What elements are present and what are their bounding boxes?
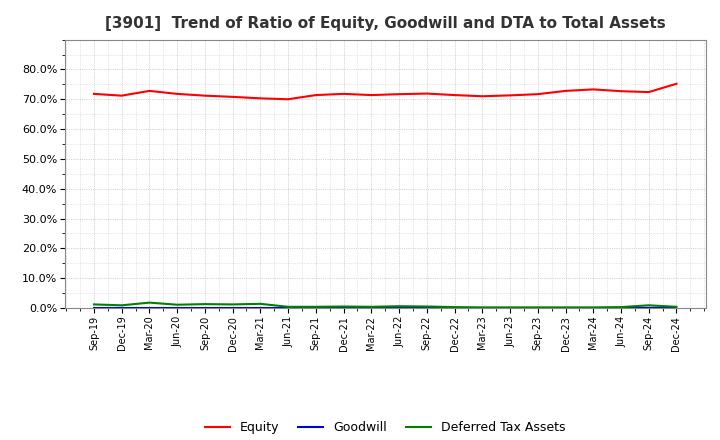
Deferred Tax Assets: [89, 302, 98, 307]
Goodwill: [117, 305, 126, 311]
Deferred Tax Assets: [478, 305, 487, 310]
Equity: [145, 88, 154, 94]
Equity: [173, 91, 181, 96]
Goodwill: [395, 305, 403, 311]
Goodwill: [616, 305, 625, 311]
Goodwill: [644, 305, 653, 311]
Deferred Tax Assets: [450, 304, 459, 310]
Goodwill: [672, 305, 681, 311]
Equity: [450, 92, 459, 98]
Deferred Tax Assets: [423, 304, 431, 309]
Equity: [367, 92, 376, 98]
Equity: [616, 88, 625, 94]
Deferred Tax Assets: [616, 304, 625, 310]
Equity: [201, 93, 210, 98]
Equity: [228, 94, 237, 99]
Equity: [339, 91, 348, 96]
Goodwill: [534, 305, 542, 311]
Goodwill: [228, 305, 237, 311]
Equity: [478, 94, 487, 99]
Deferred Tax Assets: [201, 301, 210, 307]
Deferred Tax Assets: [561, 305, 570, 310]
Equity: [672, 81, 681, 86]
Equity: [256, 96, 265, 101]
Goodwill: [201, 305, 210, 311]
Deferred Tax Assets: [173, 302, 181, 308]
Deferred Tax Assets: [505, 305, 514, 310]
Title: [3901]  Trend of Ratio of Equity, Goodwill and DTA to Total Assets: [3901] Trend of Ratio of Equity, Goodwil…: [105, 16, 665, 32]
Goodwill: [561, 305, 570, 311]
Deferred Tax Assets: [284, 304, 292, 309]
Goodwill: [423, 305, 431, 311]
Line: Deferred Tax Assets: Deferred Tax Assets: [94, 303, 677, 308]
Line: Equity: Equity: [94, 84, 677, 99]
Equity: [505, 93, 514, 98]
Goodwill: [450, 305, 459, 311]
Deferred Tax Assets: [367, 304, 376, 309]
Goodwill: [505, 305, 514, 311]
Deferred Tax Assets: [644, 303, 653, 308]
Deferred Tax Assets: [672, 304, 681, 309]
Equity: [644, 89, 653, 95]
Legend: Equity, Goodwill, Deferred Tax Assets: Equity, Goodwill, Deferred Tax Assets: [200, 416, 570, 439]
Deferred Tax Assets: [312, 304, 320, 309]
Goodwill: [339, 305, 348, 311]
Goodwill: [367, 305, 376, 311]
Equity: [284, 97, 292, 102]
Goodwill: [284, 305, 292, 311]
Deferred Tax Assets: [228, 302, 237, 307]
Equity: [117, 93, 126, 98]
Deferred Tax Assets: [339, 304, 348, 309]
Goodwill: [589, 305, 598, 311]
Goodwill: [478, 305, 487, 311]
Goodwill: [89, 305, 98, 311]
Deferred Tax Assets: [145, 300, 154, 305]
Deferred Tax Assets: [589, 305, 598, 310]
Goodwill: [256, 305, 265, 311]
Equity: [312, 92, 320, 98]
Equity: [89, 91, 98, 96]
Deferred Tax Assets: [256, 301, 265, 307]
Deferred Tax Assets: [534, 305, 542, 310]
Equity: [589, 87, 598, 92]
Deferred Tax Assets: [117, 303, 126, 308]
Deferred Tax Assets: [395, 304, 403, 309]
Equity: [423, 91, 431, 96]
Goodwill: [173, 305, 181, 311]
Goodwill: [312, 305, 320, 311]
Equity: [561, 88, 570, 94]
Equity: [534, 92, 542, 97]
Goodwill: [145, 305, 154, 311]
Equity: [395, 92, 403, 97]
